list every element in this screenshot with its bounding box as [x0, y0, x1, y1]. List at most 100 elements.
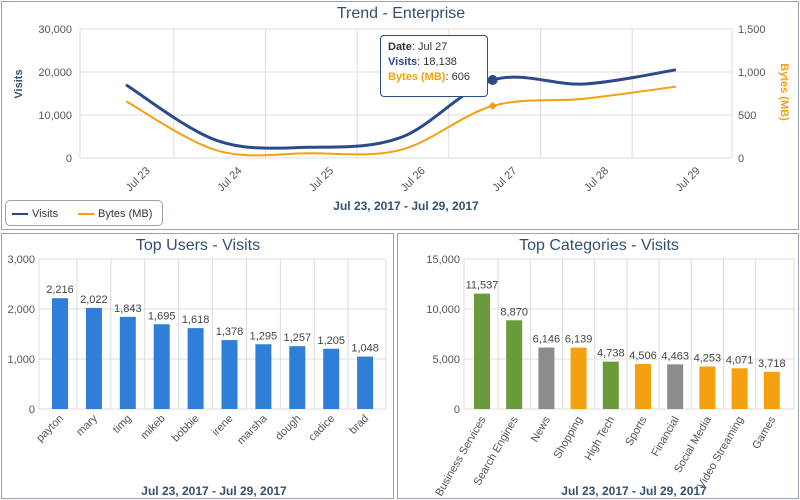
users-x-tick-brad: brad	[347, 413, 371, 437]
tooltip-visits-value: 18,138	[423, 56, 457, 68]
tooltip-date-value: Jul 27	[417, 41, 448, 53]
trend-y-right-tick: 0	[738, 153, 744, 165]
trend-line-visits[interactable]	[125, 68, 677, 150]
cats-x-tick-shopping: Shopping	[552, 415, 586, 461]
cats-value-label-high-tech: 4,738	[597, 348, 625, 360]
top-users-title: Top Users - Visits	[136, 237, 260, 254]
users-y-tick: 3,000	[7, 254, 35, 266]
top-users-x-ticks: payton mary timg mikeb bobbie irene marsha doug…	[34, 412, 371, 447]
trend-legend: Visits Bytes (MB)	[5, 200, 163, 226]
trend-x-tick-jul-29: Jul 29	[674, 165, 703, 194]
tooltip-date-row: Date: Jul 27	[388, 41, 448, 53]
trend-series	[125, 68, 677, 157]
legend-label-visits: Visits	[32, 208, 59, 220]
users-value-label-brad: 1,048	[351, 343, 379, 355]
trend-y-right-tick: 500	[738, 110, 756, 122]
trend-title: Trend - Enterprise	[337, 5, 465, 22]
users-x-tick-timg: timg	[111, 413, 134, 436]
cats-y-tick: 0	[454, 404, 460, 416]
trend-y-right-tick: 1,500	[738, 24, 766, 36]
cats-bar-sports[interactable]	[635, 363, 651, 409]
trend-y-left-tick: 30,000	[38, 24, 72, 36]
users-x-tick-dough: dough	[273, 413, 303, 443]
cats-value-label-search-engines: 8,870	[500, 306, 528, 318]
trend-x-tick-jul-27: Jul 27	[490, 165, 519, 194]
users-y-tick: 1,000	[7, 354, 35, 366]
legend-item-visits[interactable]: Visits	[12, 207, 58, 221]
top-categories-title: Top Categories - Visits	[519, 237, 679, 254]
top-users-chart: Top Users - Visits 0 1,000 2,000 3,000 2,21…	[7, 237, 387, 498]
cats-bar-games[interactable]	[763, 371, 780, 409]
users-bar-cadice[interactable]	[323, 348, 340, 409]
users-bar-mary[interactable]	[85, 307, 102, 409]
cats-value-label-news: 6,146	[533, 334, 561, 346]
trend-y-left-tick: 20,000	[38, 67, 72, 79]
top-users-panel: Top Users - Visits 0 1,000 2,000 3,000 2,21…	[1, 233, 394, 499]
users-bar-marsha[interactable]	[255, 344, 272, 409]
users-x-tick-cadice: cadice	[306, 413, 337, 444]
top-categories-date-range: Jul 23, 2017 - Jul 29, 2017	[561, 484, 707, 498]
top-users-date-range: Jul 23, 2017 - Jul 29, 2017	[141, 484, 287, 498]
cats-y-tick: 10,000	[426, 304, 460, 316]
users-x-tick-mary: mary	[74, 412, 100, 438]
cats-value-label-video-streaming: 4,071	[726, 354, 754, 366]
cats-bar-search-engines[interactable]	[506, 320, 523, 409]
users-bar-bobbie[interactable]	[187, 328, 204, 409]
users-value-label-mikeb: 1,695	[148, 310, 176, 322]
cats-bar-video-streaming[interactable]	[731, 368, 748, 409]
trend-y-left-tick: 0	[66, 153, 72, 165]
legend-item-bytes[interactable]: Bytes (MB)	[78, 207, 152, 221]
tooltip-visits-row: Visits: 18,138	[388, 56, 457, 68]
trend-y-right-ticks: 0 500 1,000 1,500	[738, 24, 766, 165]
trend-point-bytes-mb[interactable]	[488, 101, 497, 110]
tooltip-bytes-value: 606	[451, 71, 470, 83]
legend-swatch-visits	[12, 213, 28, 216]
users-y-tick: 2,000	[7, 304, 35, 316]
trend-line-bytes-mb[interactable]	[125, 85, 677, 157]
cats-value-label-games: 3,718	[758, 358, 786, 370]
trend-y-right-title: Bytes (MB)	[778, 63, 790, 121]
cats-bar-high-tech[interactable]	[602, 361, 619, 409]
tooltip-visits-label: Visits	[388, 56, 418, 68]
cats-value-label-sports: 4,506	[629, 350, 657, 362]
users-bar-mikeb[interactable]	[153, 324, 170, 409]
users-x-tick-mikeb: mikeb	[139, 413, 168, 442]
cats-value-label-financial: 4,463	[661, 350, 689, 362]
trend-point-visits[interactable]	[487, 75, 498, 86]
users-bar-irene[interactable]	[221, 340, 238, 409]
tooltip-bytes-label: Bytes (MB)	[388, 71, 446, 83]
users-bar-timg[interactable]	[119, 316, 136, 409]
cats-value-label-shopping: 6,139	[565, 334, 593, 346]
users-y-tick: 0	[29, 404, 35, 416]
trend-x-tick-jul-28: Jul 28	[582, 165, 611, 194]
cats-value-label-business-services: 11,537	[466, 280, 499, 292]
users-x-tick-bobbie: bobbie	[170, 413, 202, 445]
users-bar-brad[interactable]	[357, 356, 374, 409]
trend-y-right-tick: 1,000	[738, 67, 766, 79]
top-categories-y-ticks: 0 5,000 10,000 15,000	[426, 254, 460, 416]
top-categories-chart: Top Categories - Visits 0 5,000 10,000 15,0…	[426, 237, 795, 498]
cats-bar-social-media[interactable]	[699, 366, 716, 409]
cats-bar-financial[interactable]	[667, 364, 684, 409]
trend-x-ticks: Jul 23 Jul 24 Jul 25 Jul 26 Jul 27 Jul 28 Jul …	[124, 165, 703, 194]
top-users-bars: 2,216 2,022 1,843 1,695 1,618 1,378 1,295 1,257…	[46, 284, 379, 409]
legend-label-bytes: Bytes (MB)	[98, 208, 153, 220]
users-bar-dough[interactable]	[289, 346, 306, 409]
users-x-tick-payton: payton	[34, 413, 66, 445]
cats-bar-business-services[interactable]	[474, 293, 490, 409]
cats-x-tick-high-tech: High Tech	[583, 415, 618, 463]
cats-value-label-social-media: 4,253	[694, 352, 722, 364]
users-value-label-timg: 1,843	[114, 303, 142, 315]
users-x-tick-marsha: marsha	[235, 412, 270, 447]
cats-x-tick-news: News	[529, 414, 553, 444]
users-value-label-irene: 1,378	[216, 326, 244, 338]
users-bar-payton[interactable]	[52, 298, 68, 409]
cats-bar-shopping[interactable]	[570, 347, 587, 409]
trend-x-tick-jul-24: Jul 24	[215, 165, 244, 194]
users-value-label-payton: 2,216	[46, 284, 74, 296]
users-value-label-cadice: 1,205	[317, 335, 345, 347]
trend-y-left-title: Visits	[13, 69, 25, 98]
trend-chart: Trend - Enterprise 0 10,000 20,000 30,000 0…	[13, 5, 790, 213]
cats-x-tick-financial: Financial	[649, 415, 681, 459]
cats-bar-news[interactable]	[538, 347, 555, 409]
